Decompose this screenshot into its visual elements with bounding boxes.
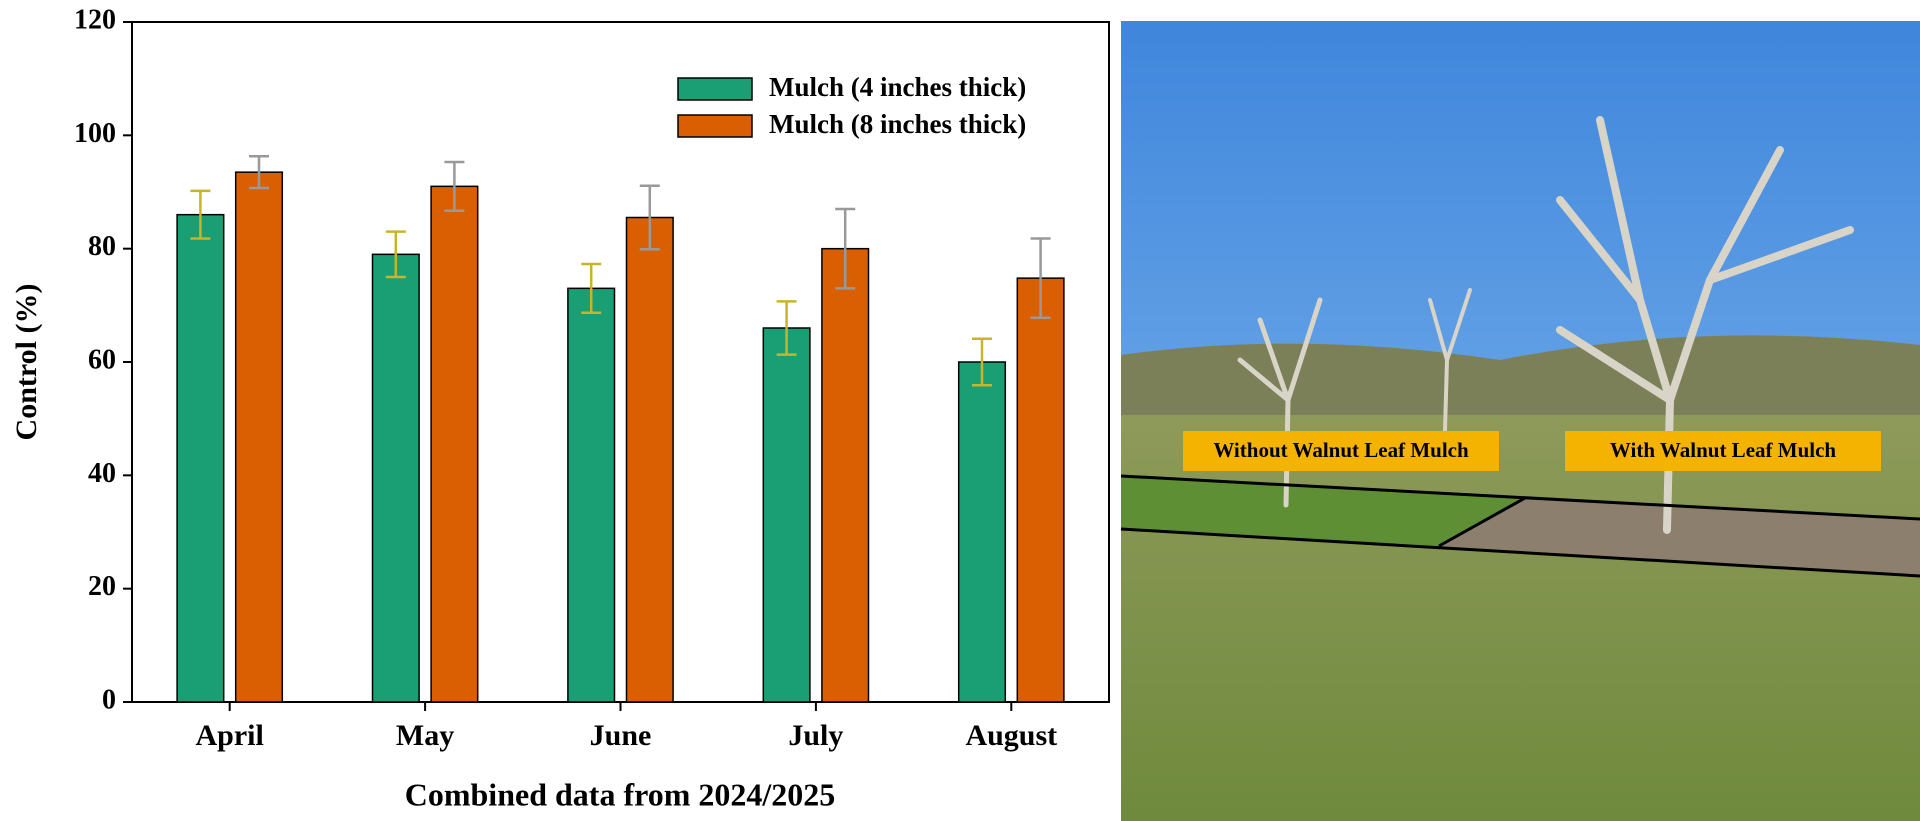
y-tick-label: 40 (88, 458, 116, 489)
y-axis-label: Control (%) (10, 284, 43, 441)
error-bar (385, 230, 406, 279)
y-tick-label: 0 (102, 684, 116, 715)
y-tick-label: 120 (74, 4, 116, 35)
y-tick-label: 100 (74, 118, 116, 149)
legend-swatch (677, 77, 753, 101)
ground (1121, 415, 1920, 821)
error-bar (190, 189, 211, 240)
bar (371, 253, 420, 703)
x-tick-label: June (590, 719, 652, 752)
legend-swatch (677, 114, 753, 138)
bar (176, 213, 225, 703)
label-box (1565, 431, 1881, 471)
error-bar (249, 155, 269, 190)
x-tick-label: August (965, 719, 1057, 752)
trees (1237, 116, 1854, 534)
bar (430, 185, 479, 703)
tree-line (1121, 335, 1920, 420)
bar (234, 171, 284, 703)
error-bar (1030, 237, 1051, 320)
bar (762, 327, 811, 703)
y-tick-label: 60 (88, 344, 116, 375)
label-box (1183, 431, 1499, 471)
outline (1120, 474, 1920, 578)
bar (957, 361, 1007, 703)
bar (567, 287, 616, 703)
x-tick-label: May (396, 719, 454, 752)
x-axis-label: Combined data from 2024/2025 (405, 776, 836, 812)
photo: Without Walnut Leaf Mulch With Walnut Le… (1120, 21, 1920, 821)
photo-label: Without Walnut Leaf Mulch (1213, 438, 1469, 462)
y-tick-label: 80 (88, 231, 116, 262)
bar (625, 216, 674, 703)
legend-label: Mulch (8 inches thick) (769, 109, 1026, 139)
y-tick-label: 20 (88, 571, 116, 602)
error-bar (776, 300, 797, 356)
error-bar (972, 337, 992, 387)
x-tick-label: April (196, 719, 264, 752)
legend-label: Mulch (4 inches thick) (769, 72, 1026, 102)
error-bar (444, 160, 465, 212)
error-bar (835, 207, 856, 290)
error-bar (581, 262, 602, 314)
error-bar (639, 184, 660, 251)
photo-label: With Walnut Leaf Mulch (1610, 438, 1837, 462)
bar (1016, 277, 1065, 703)
mulch-area (1439, 498, 1920, 576)
bar (821, 247, 870, 703)
x-tick-label: July (788, 719, 843, 752)
